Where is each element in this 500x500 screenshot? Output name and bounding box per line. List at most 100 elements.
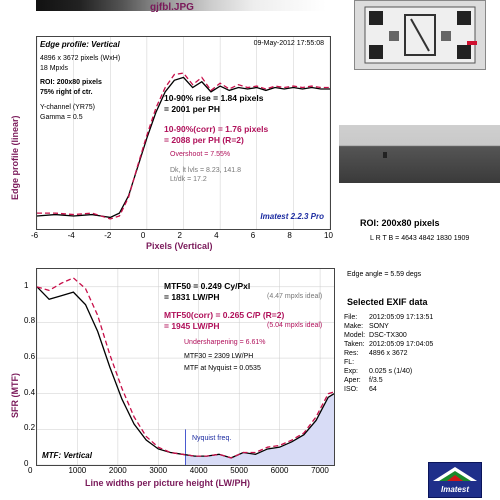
exif-row: Model: DSC-TX300: [344, 331, 437, 340]
mtf-x-tick: 0: [28, 466, 33, 475]
edge-series-line: [37, 72, 330, 220]
exif-cell: Aper:: [344, 377, 361, 384]
exif-cell: f/3.5: [369, 377, 383, 384]
exif-cell: Taken:: [344, 341, 365, 348]
exif-cell: Make:: [344, 323, 364, 330]
imatest-logo: Imatest: [428, 462, 482, 498]
mtf-x-tick: 7000: [311, 466, 329, 475]
side-lrtb: L R T B = 4643 4842 1830 1909: [370, 235, 470, 242]
nyquist-label: Nyquist freq.: [192, 435, 232, 442]
mtf-y-tick: 0.2: [24, 423, 36, 433]
exif-title: Selected EXIF data: [347, 297, 428, 307]
exif-row: Aper: f/3.5: [344, 376, 437, 385]
imatest-version: Imatest 2.2.3 Pro: [260, 212, 324, 221]
edge-x-tick: 6: [250, 231, 256, 240]
side-edge-angle: Edge angle = 5.59 degs: [347, 271, 422, 278]
mtf-y-tick: 0.4: [24, 387, 36, 397]
mtf-ylabel: SFR (MTF): [10, 373, 20, 418]
mtf-x-tick: 2000: [108, 466, 127, 475]
exif-cell: [369, 358, 437, 367]
edge-roi-pos: 75% right of ctr.: [40, 89, 93, 96]
edge-rise2: = 2001 per PH: [164, 104, 220, 114]
mtf-x-tick: 1000: [68, 466, 87, 475]
exif-cell: SONY: [369, 323, 389, 330]
edge-x-tick: -4: [67, 231, 75, 240]
file-title: gjfbl.JPG: [150, 2, 194, 13]
side-roi: ROI: 200x80 pixels: [360, 218, 440, 228]
edge-heading: Edge profile: Vertical: [40, 40, 120, 49]
edge-profile-chart: [37, 37, 330, 229]
edge-x-tick: 2: [177, 231, 182, 240]
mtf-series-line: [37, 277, 334, 459]
edge-profile-xlabel: Pixels (Vertical): [146, 241, 213, 251]
edge-profile-ylabel: Edge profile (linear): [10, 115, 20, 200]
mtf30: MTF30 = 2309 LW/PH: [184, 353, 254, 360]
edge-channel: Y-channel (YR75): [40, 104, 95, 111]
edge-x-tick: 8: [287, 231, 292, 240]
edge-x-tick: -2: [104, 231, 112, 240]
test-chart-thumbnail: [354, 0, 486, 70]
edge-mpxls: 18 Mpxls: [40, 65, 69, 72]
mtf-x-tick: 4000: [189, 466, 208, 475]
edge-x-tick: -6: [31, 231, 39, 240]
exif-row: Exp: 0.025 s (1/40): [344, 367, 437, 376]
edge-ltdk: Lt/dk = 17.2: [170, 176, 207, 183]
edge-gamma: Gamma = 0.5: [40, 114, 83, 121]
mtf-plot: MTF50 = 0.249 Cy/Pxl = 1831 LW/PH (4.47 …: [36, 268, 335, 466]
mtf-y-tick: 1: [24, 280, 29, 290]
edge-rise1: 10-90% rise = 1.84 pixels: [164, 93, 264, 103]
exif-row: File: 2012:05:09 17:13:51: [344, 313, 437, 322]
edge-series-line: [37, 76, 330, 219]
exif-cell: 2012:05:09 17:04:05: [369, 341, 434, 348]
exif-cell: 64: [369, 386, 377, 393]
undersharpening: Undersharpening = 6.61%: [184, 339, 266, 346]
edge-overshoot: Overshoot = 7.55%: [170, 151, 231, 158]
exif-cell: 2012:05:09 17:13:51: [369, 314, 434, 321]
mtf-xlabel: Line widths per picture height (LW/PH): [85, 478, 251, 488]
edge-x-tick: 4: [214, 231, 219, 240]
exif-row: Make: SONY: [344, 322, 437, 331]
exif-cell: Model:: [344, 332, 366, 339]
mtf50-ideal: (4.47 mpxls ideal): [267, 293, 323, 300]
edge-profile-plot: Edge profile: Vertical 09-May-2012 17:55…: [36, 36, 331, 230]
exif-cell: 4896 x 3672: [369, 350, 408, 357]
exif-cell: 0.025 s (1/40): [369, 368, 413, 375]
edge-dk: Dk, lt lvls = 8.23, 141.8: [170, 167, 242, 174]
mtf-y-tick: 0.8: [24, 316, 36, 326]
exif-cell: Exp:: [344, 368, 359, 375]
exif-cell: FL:: [344, 359, 355, 366]
mtf-x-tick: 6000: [270, 466, 289, 475]
mtf-x-tick: 3000: [149, 466, 168, 475]
edge-corr2: = 2088 per PH (R=2): [164, 135, 244, 145]
exif-cell: ISO:: [344, 386, 359, 393]
exif-cell: Res:: [344, 350, 359, 357]
mtf50: MTF50 = 0.249 Cy/Pxl: [164, 281, 251, 291]
mtf50-corr: MTF50(corr) = 0.265 C/P (R=2): [164, 310, 285, 320]
exif-row: Res: 4896 x 3672: [344, 349, 437, 358]
mtf50-lw: = 1831 LW/PH: [164, 292, 220, 302]
logo-text: Imatest: [440, 485, 469, 494]
edge-pixels: 4896 x 3672 pixels (WxH): [40, 55, 121, 62]
mtf-y-tick: 0.6: [24, 352, 36, 362]
beyond-nyquist-area: [185, 393, 334, 465]
exif-row: FL:: [344, 358, 437, 367]
mtf50-corr-lw: = 1945 LW/PH: [164, 321, 220, 331]
exif-row: Taken: 2012:05:09 17:04:05: [344, 340, 437, 349]
mtf-nyquist: MTF at Nyquist = 0.0535: [184, 365, 261, 372]
edge-date: 09-May-2012 17:55:08: [253, 40, 324, 47]
mtf-heading: MTF: Vertical: [42, 451, 92, 460]
mtf-x-tick: 5000: [230, 466, 248, 475]
exif-cell: DSC-TX300: [369, 332, 407, 339]
gray-scale-bar: [36, 0, 326, 11]
mtf-y-tick: 0: [24, 459, 29, 468]
exif-row: ISO: 64: [344, 385, 437, 394]
edge-roi: ROI: 200x80 pixels: [40, 79, 102, 86]
edge-x-tick: 10: [324, 231, 333, 240]
edge-corr1: 10-90%(corr) = 1.76 pixels: [164, 124, 269, 134]
roi-thumbnail: [339, 125, 500, 183]
exif-cell: File:: [344, 314, 358, 321]
exif-table: File: 2012:05:09 17:13:51 Make: SONY Model: D…: [344, 313, 437, 394]
mtf-chart: [37, 269, 334, 465]
mtf50-corr-ideal: (5.04 mpxls ideal): [267, 322, 323, 329]
edge-x-tick: 0: [140, 231, 146, 240]
